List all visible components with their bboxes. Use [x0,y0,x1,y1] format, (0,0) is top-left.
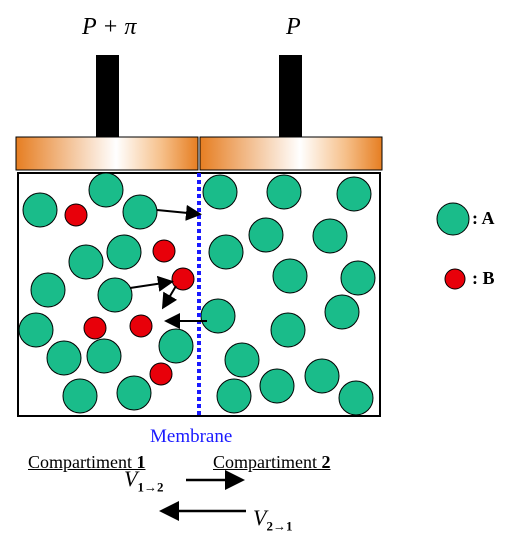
molecule-a [248,217,284,253]
legend-label-b: : B [472,268,495,288]
molecule-a [202,174,238,210]
molecule-a [340,260,376,296]
legend-circle-a [436,202,470,236]
legend-circle-b [444,268,466,290]
molecule-a [216,378,252,414]
membrane-label: Membrane [150,426,233,447]
molecule-a [200,298,236,334]
motion-arrow-b-bounce [161,285,178,310]
molecule-a [88,172,124,208]
pressure-right-label: P [286,14,301,40]
molecule-a [86,338,122,374]
piston-shaft-left [96,55,119,138]
molecule-a [324,294,360,330]
molecule-a [336,176,372,212]
compartment-right-label: Compartiment 2 [213,452,331,472]
motion-arrow-a-cross [156,204,202,221]
molecule-a [266,174,302,210]
molecule-b [64,203,88,227]
flux-label-2-to-1: V2→1 [253,505,293,534]
molecule-a [259,368,295,404]
molecules [18,172,376,416]
molecule-a [272,258,308,294]
molecule-a [30,272,66,308]
molecule-a [116,375,152,411]
molecule-a [46,340,82,376]
molecule-a [18,312,54,348]
molecule-b [149,362,173,386]
molecule-a [338,380,374,416]
molecule-a [270,312,306,348]
legend-label-a: : A [472,208,495,228]
pressure-left-label: P + π [82,14,137,40]
molecule-a [122,194,158,230]
compartment-left-label: Compartiment 1 [28,452,146,472]
molecule-a [22,192,58,228]
molecule-b [83,316,107,340]
molecule-a [224,342,260,378]
molecule-a [208,234,244,270]
molecule-a [97,277,133,313]
molecule-a [68,244,104,280]
piston-shaft-right [279,55,302,138]
molecule-a [312,218,348,254]
piston-plate-right [199,136,383,171]
flux-label-1-to-2: V1→2 [124,466,164,495]
molecule-b [129,314,153,338]
molecule-a [106,234,142,270]
motion-arrow-a-bounce [129,275,174,292]
molecule-a [304,358,340,394]
molecule-a [158,328,194,364]
piston-plate-left [15,136,199,171]
molecule-b [152,239,176,263]
molecule-a [62,378,98,414]
